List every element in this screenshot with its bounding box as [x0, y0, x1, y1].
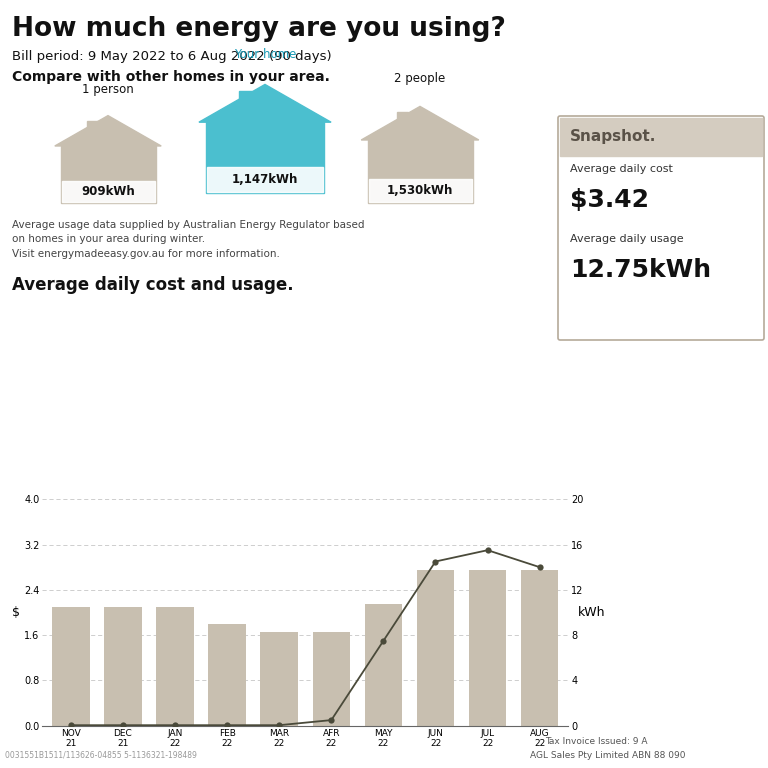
- Y-axis label: kWh: kWh: [578, 606, 605, 619]
- Bar: [369, 179, 472, 202]
- Polygon shape: [55, 116, 161, 146]
- Bar: [239, 91, 252, 111]
- Text: 909kWh: 909kWh: [81, 185, 135, 198]
- Text: AGL Sales Pty Limited ABN 88 090: AGL Sales Pty Limited ABN 88 090: [530, 751, 686, 760]
- Bar: [61, 181, 154, 202]
- Text: Average daily usage: Average daily usage: [570, 234, 684, 244]
- Text: Your home: Your home: [233, 48, 296, 61]
- Text: 1 person: 1 person: [82, 83, 134, 96]
- Bar: [52, 607, 90, 726]
- Bar: [417, 570, 454, 726]
- Text: Bill period: 9 May 2022 to 6 Aug 2022 (90 days): Bill period: 9 May 2022 to 6 Aug 2022 (9…: [12, 50, 332, 63]
- Text: Snapshot.: Snapshot.: [570, 130, 657, 144]
- Text: 1,147kWh: 1,147kWh: [232, 173, 298, 186]
- Bar: [260, 632, 298, 726]
- Bar: [397, 112, 409, 130]
- Bar: [368, 140, 472, 203]
- Text: 2 people: 2 people: [395, 71, 445, 84]
- Bar: [87, 121, 98, 137]
- Text: 0031551B1511/113626-04855 5-1136321-198489: 0031551B1511/113626-04855 5-1136321-1984…: [5, 751, 197, 760]
- Bar: [207, 167, 323, 192]
- Bar: [157, 607, 194, 726]
- Bar: [208, 624, 246, 726]
- Polygon shape: [199, 84, 331, 122]
- Bar: [206, 122, 324, 193]
- Bar: [521, 570, 558, 726]
- Bar: [468, 570, 506, 726]
- Bar: [313, 632, 350, 726]
- Text: Average daily cost and usage.: Average daily cost and usage.: [12, 276, 293, 294]
- Text: Average daily cost: Average daily cost: [570, 164, 673, 174]
- Polygon shape: [361, 107, 478, 140]
- Y-axis label: $: $: [12, 606, 20, 619]
- Text: Average usage data supplied by Australian Energy Regulator based
on homes in you: Average usage data supplied by Australia…: [12, 220, 365, 259]
- Text: Compare with other homes in your area.: Compare with other homes in your area.: [12, 70, 330, 84]
- Text: 12.75kWh: 12.75kWh: [570, 258, 711, 282]
- Text: 1,530kWh: 1,530kWh: [387, 184, 453, 197]
- FancyBboxPatch shape: [558, 116, 764, 340]
- Bar: [104, 607, 142, 726]
- Bar: [560, 118, 762, 156]
- Bar: [61, 146, 155, 203]
- Text: $3.42: $3.42: [570, 188, 649, 212]
- Bar: [365, 604, 402, 726]
- Text: Tax Invoice Issued: 9 A: Tax Invoice Issued: 9 A: [545, 737, 647, 746]
- Text: How much energy are you using?: How much energy are you using?: [12, 16, 506, 42]
